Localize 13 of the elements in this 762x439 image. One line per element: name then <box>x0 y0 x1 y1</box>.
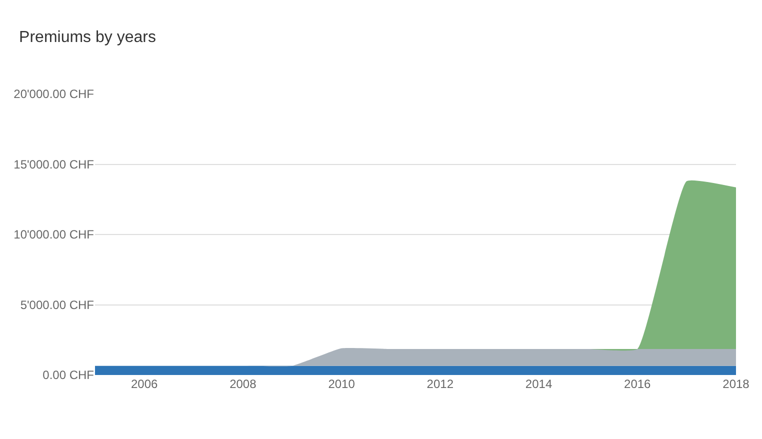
x-tick-label: 2012 <box>426 377 454 391</box>
x-tick-label: 2016 <box>624 377 652 391</box>
x-tick-label: 2010 <box>328 377 356 391</box>
x-tick-label: 2008 <box>230 377 257 391</box>
y-tick-label: 10'000.00 CHF <box>14 228 94 242</box>
y-tick-label: 0.00 CHF <box>42 368 94 382</box>
x-tick-label: 2006 <box>130 377 158 391</box>
y-tick-label: 5'000.00 CHF <box>20 298 94 312</box>
y-tick-label: 15'000.00 CHF <box>14 157 94 172</box>
x-tick-label: 2014 <box>525 377 552 391</box>
y-tick-label: 20'000.00 CHF <box>14 87 94 102</box>
x-tick-label: 2018 <box>722 377 750 391</box>
chart-title: Premiums by years <box>19 28 156 46</box>
